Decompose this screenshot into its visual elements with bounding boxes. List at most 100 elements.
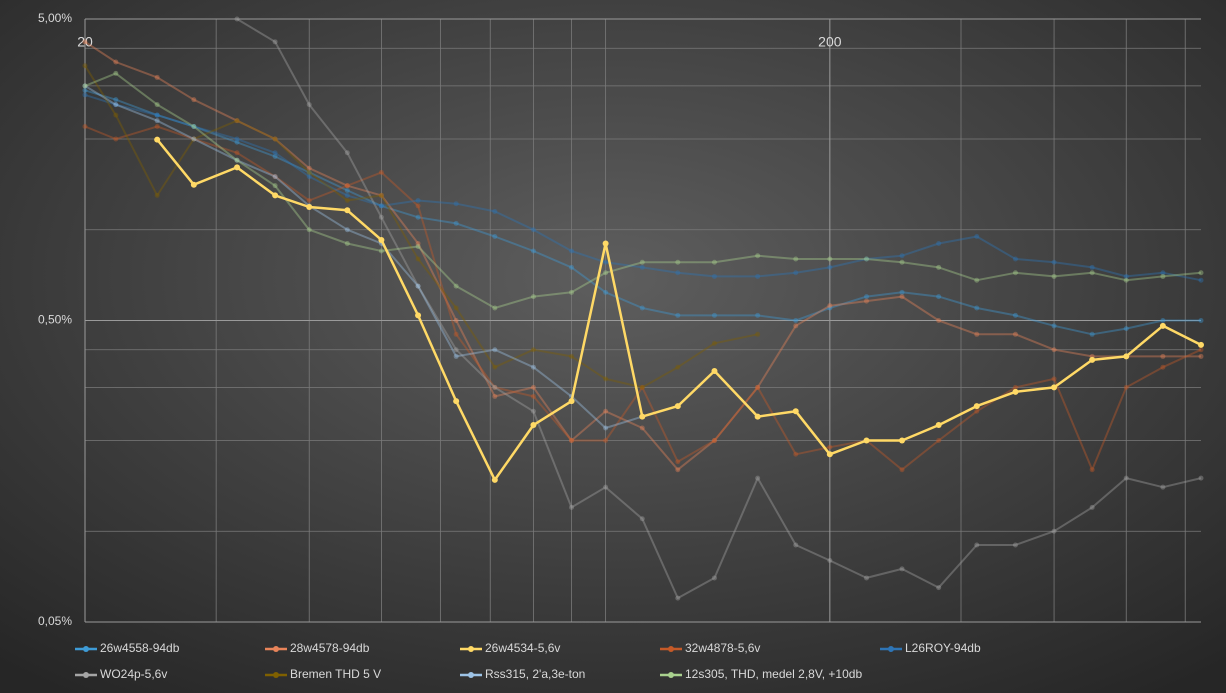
data-point (639, 384, 645, 390)
data-point (191, 123, 197, 129)
data-point (863, 294, 869, 300)
legend-marker (83, 646, 89, 652)
data-point (492, 384, 498, 390)
series-line (236, 18, 1202, 600)
data-point (674, 403, 681, 410)
data-point (755, 273, 761, 279)
data-point (492, 384, 498, 390)
data-point (569, 289, 575, 295)
legend-label: Rss315, 2'a,3e-ton (485, 667, 585, 681)
data-point (639, 516, 645, 522)
data-point (82, 39, 88, 45)
x-tick-label: 20 (77, 34, 93, 50)
data-point (1160, 318, 1166, 323)
data-point (675, 270, 681, 276)
data-point (415, 243, 421, 249)
data-point (1123, 326, 1129, 332)
data-point (711, 259, 717, 265)
data-point (191, 136, 197, 142)
data-point (453, 283, 459, 289)
data-point (415, 256, 421, 262)
data-point (863, 256, 869, 262)
data-point (415, 214, 421, 220)
data-point (1123, 384, 1129, 390)
data-point (82, 87, 88, 93)
data-point (1051, 384, 1058, 391)
data-point (568, 398, 575, 405)
data-point (603, 408, 609, 414)
series-line (84, 40, 1201, 471)
data-point (113, 112, 119, 118)
data-point (1160, 353, 1166, 359)
data-point (453, 353, 459, 359)
data-point (530, 393, 536, 399)
data-point (306, 174, 312, 180)
legend-marker (273, 646, 279, 652)
data-point (154, 118, 160, 124)
data-point (755, 384, 761, 390)
data-point (492, 233, 498, 239)
data-point (234, 157, 240, 163)
series-line (84, 93, 1202, 282)
data-point (272, 153, 278, 159)
data-point (793, 256, 799, 262)
data-point (603, 270, 609, 276)
data-point (793, 270, 799, 276)
data-point (113, 97, 119, 103)
data-point (711, 340, 717, 346)
data-point (936, 318, 942, 323)
data-point (899, 253, 905, 259)
data-point (191, 97, 197, 103)
data-point (113, 102, 119, 108)
data-point (569, 248, 575, 254)
data-point (793, 318, 799, 323)
data-point (899, 437, 906, 444)
data-point (191, 123, 197, 129)
data-point (415, 203, 421, 209)
data-point (154, 74, 160, 80)
data-point (863, 575, 869, 581)
data-point (827, 264, 833, 270)
data-point (1051, 347, 1057, 353)
data-point (1012, 384, 1018, 390)
data-point (1160, 270, 1166, 276)
legend-marker (668, 672, 674, 678)
data-point (936, 241, 942, 247)
data-point (1089, 331, 1095, 337)
data-point (154, 112, 160, 118)
data-point (1160, 484, 1166, 490)
data-point (190, 181, 197, 188)
data-point (378, 203, 384, 209)
data-point (603, 259, 609, 265)
data-point (378, 192, 384, 198)
data-point (639, 384, 645, 390)
data-point (1012, 542, 1018, 548)
data-point (453, 398, 460, 405)
data-point (863, 256, 869, 262)
data-point (1012, 270, 1018, 276)
data-point (1198, 270, 1204, 276)
data-point (306, 169, 312, 175)
data-point (378, 236, 385, 243)
data-point (1089, 270, 1095, 276)
data-point (492, 208, 498, 214)
data-point (306, 169, 312, 175)
data-point (1089, 504, 1095, 510)
data-point (113, 102, 119, 108)
data-point (113, 136, 119, 142)
data-point (711, 575, 717, 581)
data-point (827, 305, 833, 311)
data-point (530, 294, 536, 300)
data-point (1012, 312, 1018, 318)
data-point (492, 393, 498, 399)
data-point (272, 174, 278, 180)
data-point (344, 241, 350, 247)
data-point (415, 312, 422, 319)
data-point (530, 248, 536, 254)
data-point (344, 150, 350, 156)
legend-marker (888, 646, 894, 652)
data-point (974, 408, 980, 414)
data-point (234, 164, 241, 171)
series-line (84, 89, 1201, 336)
data-point (569, 264, 575, 270)
